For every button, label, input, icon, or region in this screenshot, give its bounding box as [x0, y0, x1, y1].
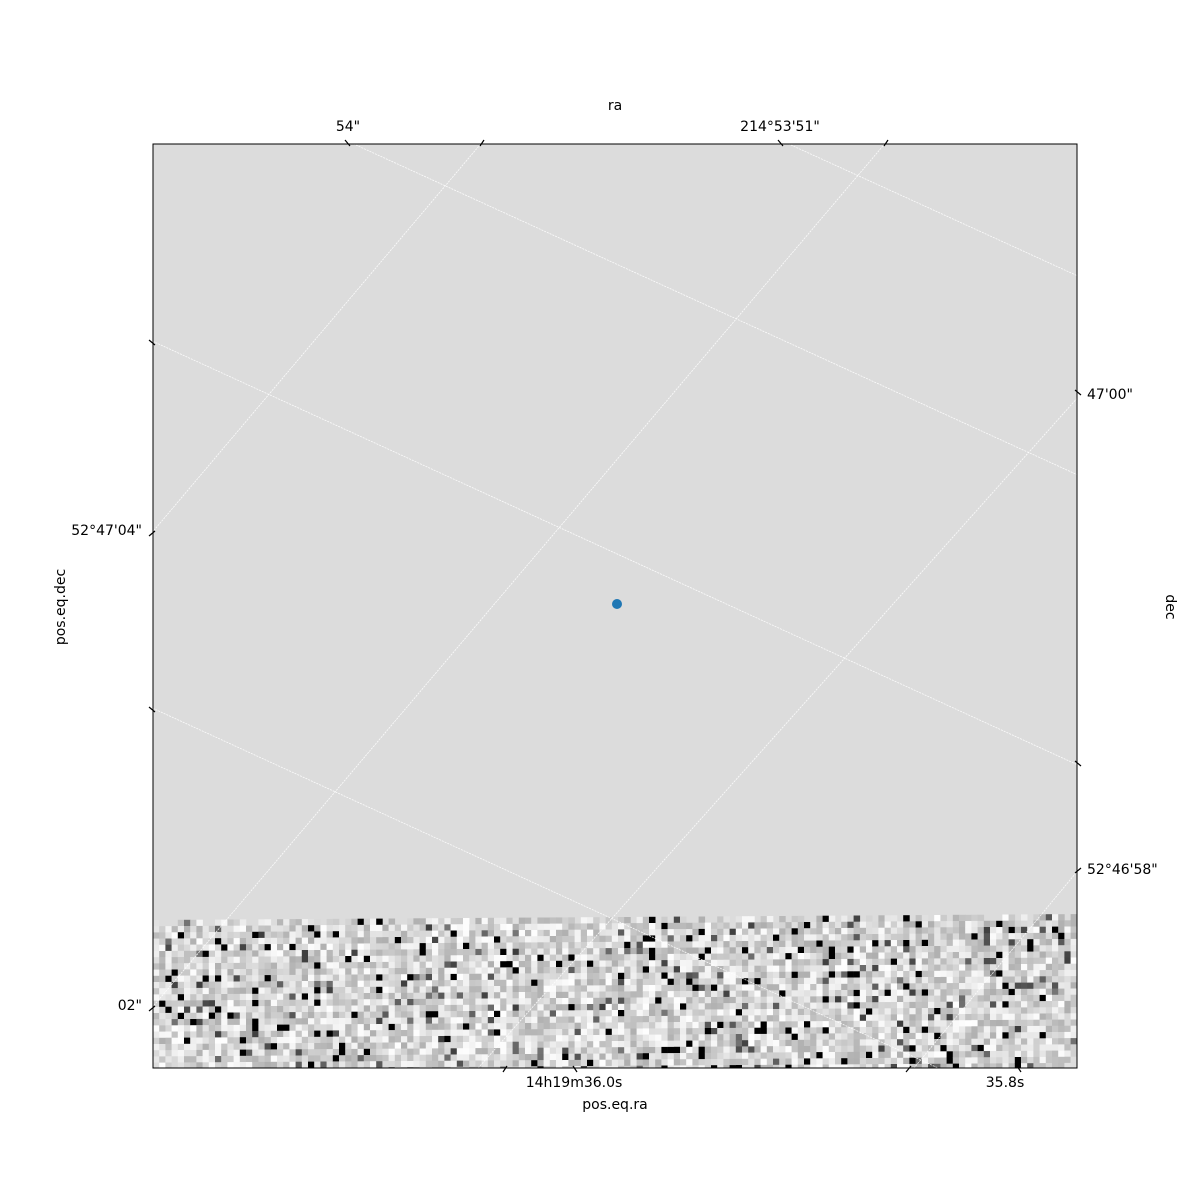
data-point	[612, 599, 622, 609]
tick-bottom	[502, 1065, 508, 1073]
coordinate-grid	[153, 144, 1077, 1068]
right-tick-label: 47'00"	[1087, 387, 1133, 403]
top-axis-label: ra	[608, 98, 622, 114]
bottom-axis-label: pos.eq.ra	[582, 1097, 647, 1113]
bottom-tick-label-text: 14h19m36.0s	[526, 1075, 623, 1091]
grid-line-dec	[913, 870, 1077, 1068]
tick-right	[1074, 760, 1082, 767]
image-data-strip	[153, 914, 1077, 1068]
grid-line-ra	[153, 340, 1077, 766]
tick-left	[148, 1005, 156, 1012]
plot-frame	[152, 143, 1078, 1069]
tick-right	[1074, 867, 1082, 874]
tick-left	[148, 530, 156, 537]
tick-right	[1074, 389, 1082, 396]
tick-top	[344, 139, 351, 147]
left-axis-label: pos.eq.dec	[53, 569, 69, 645]
right-axis-label: dec	[1162, 594, 1178, 619]
top-tick-label: 214°53'51"	[740, 119, 820, 135]
tick-bottom	[905, 1065, 912, 1073]
tick-left	[148, 339, 156, 346]
right-tick-label: 52°46'58"	[1087, 862, 1158, 878]
grid-line-ra	[352, 144, 1077, 476]
bottom-tick-label: 35.8s	[986, 1075, 1024, 1091]
tick-marks	[148, 139, 1082, 1073]
bottom-tick-label: 14h19m36.0s	[526, 1075, 623, 1091]
tick-left	[148, 706, 156, 713]
grid-line-dec	[153, 144, 482, 533]
tick-top	[777, 139, 784, 147]
grid-line-dec	[477, 397, 1077, 1068]
tick-top	[479, 139, 485, 147]
tick-top	[883, 139, 889, 147]
tick-bottom	[1016, 1065, 1022, 1073]
bottom-tick-label-text: 35.8s	[986, 1075, 1024, 1091]
tick-bottom	[572, 1065, 578, 1073]
grid-line-ra	[153, 707, 940, 1068]
left-tick-label: 52°47'04"	[71, 523, 142, 539]
left-tick-label: 02"	[118, 998, 142, 1014]
grid-line-ra	[787, 144, 1077, 277]
top-tick-label: 54"	[336, 119, 360, 135]
grid-line-dec	[153, 144, 886, 1008]
